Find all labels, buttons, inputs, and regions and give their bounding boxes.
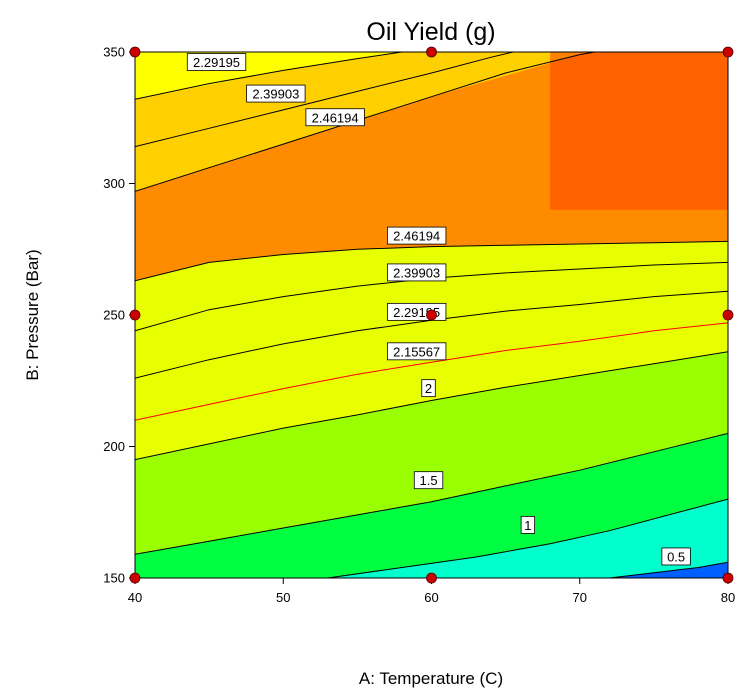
design-point xyxy=(722,46,734,58)
contour-label: 0.5 xyxy=(661,547,691,566)
contour-label-text: 2 xyxy=(425,381,432,396)
contour-label-text: 1 xyxy=(524,518,531,533)
design-point xyxy=(426,309,437,321)
contour-line xyxy=(135,240,728,282)
y-tick-label: 200 xyxy=(103,439,125,454)
contour-label-text: 2.46194 xyxy=(312,110,359,125)
x-tick-label: 50 xyxy=(276,590,290,605)
contour-label: 1 xyxy=(520,516,536,534)
design-point xyxy=(426,46,437,58)
chart-title: Oil Yield (g) xyxy=(366,18,495,46)
contour-label: 2.46194 xyxy=(305,108,365,127)
design-point xyxy=(129,309,141,321)
y-tick-label: 250 xyxy=(103,308,125,323)
x-tick-label: 40 xyxy=(128,590,142,605)
plot-area: 2.29195 2.39903 2.46194 2.46194 2.39903 2.291… xyxy=(135,52,728,578)
contour-line xyxy=(135,351,728,461)
design-point xyxy=(129,572,141,584)
contour-label: 2.15567 xyxy=(387,342,447,361)
x-axis: 40 50 60 70 80 xyxy=(128,578,735,605)
contour-label-text: 2.29195 xyxy=(193,55,240,70)
design-point xyxy=(426,572,437,584)
x-axis-title: A: Temperature (C) xyxy=(359,669,503,688)
x-tick-label: 60 xyxy=(424,590,438,605)
contour-label-text: 2.39903 xyxy=(252,87,299,102)
contour-line xyxy=(135,52,514,148)
x-tick-label: 80 xyxy=(721,590,735,605)
x-tick-label: 70 xyxy=(573,590,587,605)
field-band-8 xyxy=(609,562,728,578)
y-tick-label: 150 xyxy=(103,571,125,586)
y-tick-label: 350 xyxy=(103,45,125,60)
contour-line xyxy=(609,561,728,578)
y-tick-label: 300 xyxy=(103,176,125,191)
contour-label: 1.5 xyxy=(413,471,444,490)
contour-label: 2.29195 xyxy=(186,53,247,71)
contour-line xyxy=(135,432,728,555)
design-point xyxy=(722,572,734,584)
contour-label-text: 2.15567 xyxy=(393,344,440,359)
contour-line xyxy=(135,52,402,100)
contour-label: 2.46194 xyxy=(387,226,447,245)
contour-label-text: 2.46194 xyxy=(393,229,440,244)
design-point xyxy=(722,309,734,321)
contour-label: 2.39903 xyxy=(246,84,306,103)
contour-line xyxy=(135,322,728,421)
contour-label: 2.29195 xyxy=(387,302,447,321)
y-axis: 150 200 250 300 350 xyxy=(103,45,135,586)
contour-label: 2 xyxy=(421,379,436,398)
y-axis-title: B: Pressure (Bar) xyxy=(23,249,42,380)
contour-label: 2.39903 xyxy=(387,263,447,282)
contour-label-text: 0.5 xyxy=(667,549,685,564)
design-point xyxy=(129,46,141,58)
contour-line xyxy=(135,52,595,192)
field-band-max xyxy=(550,52,728,210)
contour-label-text: 2.39903 xyxy=(393,265,440,280)
contour-label-text: 1.5 xyxy=(419,473,437,488)
field-band-7 xyxy=(327,499,728,578)
contour-line xyxy=(327,498,728,578)
